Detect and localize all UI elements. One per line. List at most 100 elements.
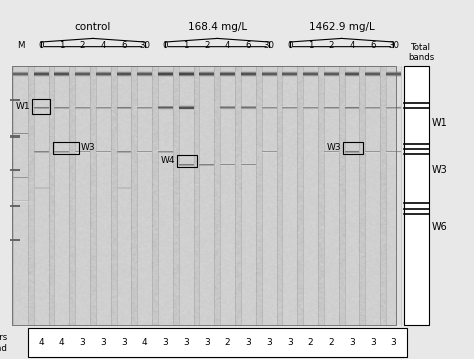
Text: of band: of band <box>0 345 7 354</box>
Bar <box>365 74 380 75</box>
Bar <box>55 108 69 109</box>
Bar <box>386 71 401 72</box>
Bar <box>179 109 194 110</box>
Bar <box>365 66 380 325</box>
Bar <box>386 76 401 77</box>
Bar <box>324 75 339 76</box>
Bar <box>324 73 339 74</box>
Bar <box>96 72 111 73</box>
Bar <box>55 106 69 107</box>
Text: 3: 3 <box>80 338 85 347</box>
Bar <box>283 66 297 325</box>
Bar <box>117 151 131 152</box>
Bar <box>283 76 297 77</box>
Bar <box>241 72 256 73</box>
Text: Numbers: Numbers <box>0 333 7 342</box>
Bar <box>303 73 318 74</box>
Bar <box>75 74 90 75</box>
Text: 1: 1 <box>183 41 189 50</box>
Bar <box>345 150 359 151</box>
Bar <box>117 73 131 74</box>
Bar <box>75 71 90 72</box>
Bar <box>200 66 214 325</box>
Bar <box>220 109 235 110</box>
Bar <box>200 164 214 165</box>
Bar <box>158 151 173 152</box>
Bar <box>10 135 20 137</box>
Bar <box>220 71 235 72</box>
Bar <box>137 74 152 75</box>
Text: 4: 4 <box>225 41 230 50</box>
Bar <box>75 107 90 108</box>
Bar <box>262 151 276 152</box>
Bar <box>345 107 359 108</box>
Bar <box>303 74 318 75</box>
Bar <box>10 169 20 171</box>
Bar <box>117 76 131 77</box>
Bar <box>75 151 90 152</box>
Bar <box>96 73 111 74</box>
Bar <box>324 72 339 73</box>
Text: control: control <box>75 22 111 32</box>
Bar <box>283 72 297 73</box>
Bar <box>345 71 359 72</box>
Bar <box>96 66 111 325</box>
Bar <box>220 66 235 325</box>
Bar <box>241 107 256 108</box>
Bar <box>283 71 297 72</box>
Bar <box>55 71 69 72</box>
Bar <box>324 152 339 153</box>
Bar <box>34 71 48 72</box>
Bar <box>117 107 131 108</box>
Bar <box>179 164 194 165</box>
Bar <box>262 107 276 108</box>
Text: 3: 3 <box>183 338 189 347</box>
Bar <box>117 72 131 73</box>
Text: 1462.9 mg/L: 1462.9 mg/L <box>309 22 374 32</box>
Text: 4: 4 <box>349 41 355 50</box>
Bar <box>117 74 131 75</box>
Bar <box>75 150 90 151</box>
Bar <box>303 71 318 72</box>
Bar <box>386 74 401 75</box>
Text: 30: 30 <box>264 41 274 50</box>
Bar <box>179 108 194 109</box>
Text: 2: 2 <box>225 338 230 347</box>
Bar <box>34 66 48 325</box>
Text: 3: 3 <box>121 338 127 347</box>
Bar <box>96 107 111 108</box>
Bar <box>96 150 111 151</box>
Bar <box>365 107 380 108</box>
Bar <box>324 150 339 151</box>
Bar <box>55 151 69 152</box>
Bar <box>55 107 69 108</box>
Bar <box>13 71 28 72</box>
Bar <box>283 108 297 109</box>
Bar <box>324 151 339 152</box>
Bar <box>220 74 235 75</box>
Bar <box>158 106 173 107</box>
Text: 0: 0 <box>163 41 168 50</box>
Bar <box>283 73 297 74</box>
Bar <box>96 76 111 77</box>
Bar <box>158 76 173 77</box>
Bar <box>324 108 339 109</box>
Bar <box>55 150 69 151</box>
Bar <box>179 72 194 73</box>
Text: 1: 1 <box>308 41 313 50</box>
Bar <box>137 76 152 77</box>
Bar <box>117 66 131 325</box>
Bar <box>200 165 214 166</box>
Bar <box>386 72 401 73</box>
Bar <box>283 107 297 108</box>
Bar <box>283 75 297 76</box>
Bar <box>386 73 401 74</box>
Text: W6: W6 <box>432 222 447 232</box>
Bar <box>158 71 173 72</box>
Text: 3: 3 <box>349 338 355 347</box>
Bar <box>345 75 359 76</box>
Bar <box>200 75 214 76</box>
Bar <box>34 73 48 74</box>
Bar <box>34 150 48 151</box>
Bar <box>324 106 339 107</box>
